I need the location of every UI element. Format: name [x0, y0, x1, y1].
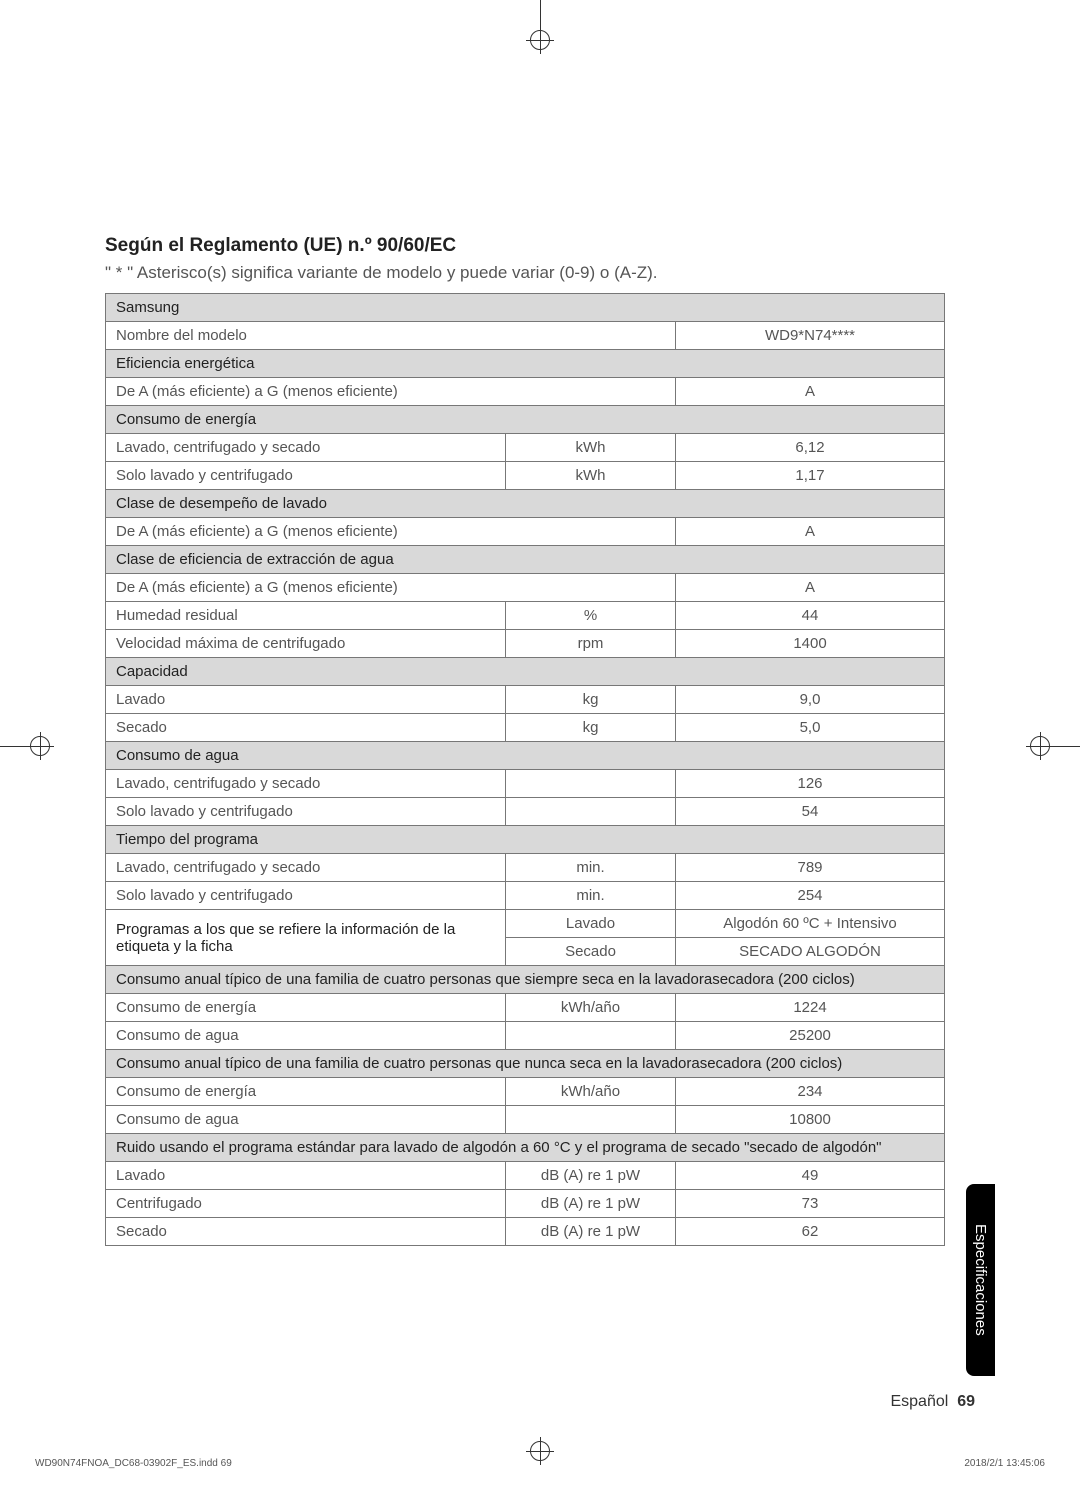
cell-unit: kWh — [506, 462, 676, 490]
cell-value: 44 — [676, 602, 945, 630]
cell-value: 126 — [676, 770, 945, 798]
noise-header: Ruido usando el programa estándar para l… — [106, 1134, 945, 1162]
cell-value: 10800 — [676, 1106, 945, 1134]
cell-unit: min. — [506, 882, 676, 910]
cell-value: 6,12 — [676, 434, 945, 462]
eff-value: A — [676, 378, 945, 406]
cell-label: Humedad residual — [106, 602, 506, 630]
footer-left: WD90N74FNOA_DC68-03902F_ES.indd 69 — [35, 1458, 232, 1469]
cell-unit: kWh — [506, 434, 676, 462]
page-lang: Español — [890, 1393, 948, 1410]
cell-label: Consumo de agua — [106, 1022, 506, 1050]
cell-unit — [506, 798, 676, 826]
cell-unit — [506, 770, 676, 798]
cell-label: Consumo de agua — [106, 1106, 506, 1134]
cell-unit: Lavado — [506, 910, 676, 938]
cell-value: SECADO ALGODÓN — [676, 938, 945, 966]
section-heading: Según el Reglamento (UE) n.º 90/60/EC — [105, 235, 945, 257]
cell-value: 54 — [676, 798, 945, 826]
cell-unit: kWh/año — [506, 994, 676, 1022]
time-header: Tiempo del programa — [106, 826, 945, 854]
cell-label: Velocidad máxima de centrifugado — [106, 630, 506, 658]
cell-unit: rpm — [506, 630, 676, 658]
cell-value: A — [676, 518, 945, 546]
cell-label: De A (más eficiente) a G (menos eficient… — [106, 574, 676, 602]
prog-label: Programas a los que se refiere la inform… — [106, 910, 506, 966]
cell-label: Solo lavado y centrifugado — [106, 882, 506, 910]
page-no: 69 — [957, 1393, 975, 1410]
cell-label: De A (más eficiente) a G (menos eficient… — [106, 518, 676, 546]
cell-label: Consumo de energía — [106, 1078, 506, 1106]
energy-header: Consumo de energía — [106, 406, 945, 434]
footer-right: 2018/2/1 13:45:06 — [964, 1458, 1045, 1469]
cell-label: Centrifugado — [106, 1190, 506, 1218]
cell-value: 234 — [676, 1078, 945, 1106]
cell-unit: kg — [506, 714, 676, 742]
registration-mark-icon — [1030, 736, 1050, 756]
cell-label: Secado — [106, 714, 506, 742]
cell-value: 254 — [676, 882, 945, 910]
cell-value: 62 — [676, 1218, 945, 1246]
cell-label: Lavado — [106, 686, 506, 714]
page-number: Español 69 — [890, 1393, 975, 1411]
registration-mark-icon — [530, 30, 550, 50]
cell-value: 25200 — [676, 1022, 945, 1050]
cell-unit: min. — [506, 854, 676, 882]
cell-unit: dB (A) re 1 pW — [506, 1190, 676, 1218]
cell-unit: dB (A) re 1 pW — [506, 1218, 676, 1246]
cell-label: Lavado, centrifugado y secado — [106, 434, 506, 462]
extract-header: Clase de eficiencia de extracción de agu… — [106, 546, 945, 574]
cell-value: A — [676, 574, 945, 602]
cell-value: 5,0 — [676, 714, 945, 742]
cell-label: Solo lavado y centrifugado — [106, 798, 506, 826]
cell-label: Consumo de energía — [106, 994, 506, 1022]
cell-value: 9,0 — [676, 686, 945, 714]
eff-header: Eficiencia energética — [106, 350, 945, 378]
cell-value: 789 — [676, 854, 945, 882]
registration-mark-icon — [530, 1441, 550, 1461]
cell-value: 1224 — [676, 994, 945, 1022]
page-content: Según el Reglamento (UE) n.º 90/60/EC " … — [105, 235, 945, 1246]
annual-always-header: Consumo anual típico de una familia de c… — [106, 966, 945, 994]
cell-unit: % — [506, 602, 676, 630]
cell-label: Lavado — [106, 1162, 506, 1190]
cell-unit — [506, 1106, 676, 1134]
cell-unit: dB (A) re 1 pW — [506, 1162, 676, 1190]
side-tab: Especificaciones — [966, 1184, 995, 1376]
cell-value: 1400 — [676, 630, 945, 658]
annual-never-header: Consumo anual típico de una familia de c… — [106, 1050, 945, 1078]
cell-label: Secado — [106, 1218, 506, 1246]
section-subtitle: " * " Asterisco(s) significa variante de… — [105, 263, 945, 283]
cell-label: Lavado, centrifugado y secado — [106, 854, 506, 882]
model-label: Nombre del modelo — [106, 322, 676, 350]
model-value: WD9*N74**** — [676, 322, 945, 350]
cell-unit: kg — [506, 686, 676, 714]
cell-unit: kWh/año — [506, 1078, 676, 1106]
cell-unit: Secado — [506, 938, 676, 966]
cell-value: 49 — [676, 1162, 945, 1190]
cell-unit — [506, 1022, 676, 1050]
cell-label: Solo lavado y centrifugado — [106, 462, 506, 490]
spec-table: Samsung Nombre del modelo WD9*N74**** Ef… — [105, 293, 945, 1246]
wash-class-header: Clase de desempeño de lavado — [106, 490, 945, 518]
cell-value: Algodón 60 ºC + Intensivo — [676, 910, 945, 938]
water-header: Consumo de agua — [106, 742, 945, 770]
capacity-header: Capacidad — [106, 658, 945, 686]
cell-value: 73 — [676, 1190, 945, 1218]
brand-row: Samsung — [106, 294, 945, 322]
registration-mark-icon — [30, 736, 50, 756]
eff-scale: De A (más eficiente) a G (menos eficient… — [106, 378, 676, 406]
cell-label: Lavado, centrifugado y secado — [106, 770, 506, 798]
cell-value: 1,17 — [676, 462, 945, 490]
